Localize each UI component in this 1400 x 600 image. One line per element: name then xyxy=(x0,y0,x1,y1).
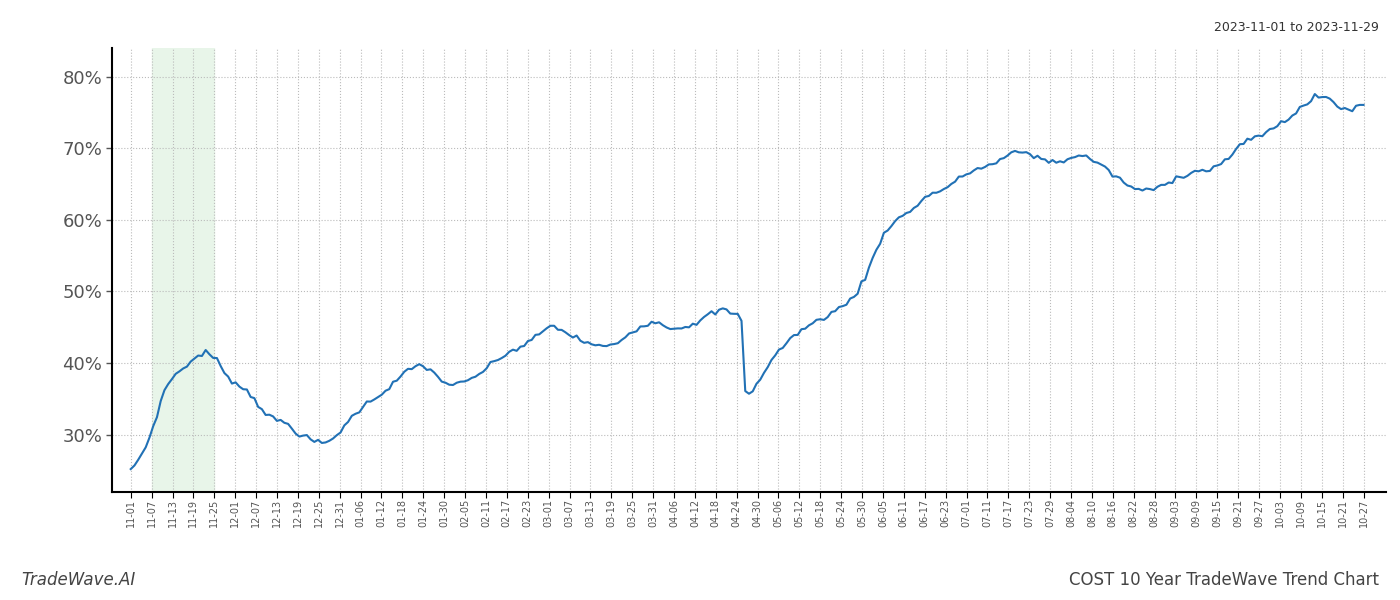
Text: COST 10 Year TradeWave Trend Chart: COST 10 Year TradeWave Trend Chart xyxy=(1070,571,1379,589)
Text: TradeWave.AI: TradeWave.AI xyxy=(21,571,136,589)
Text: 2023-11-01 to 2023-11-29: 2023-11-01 to 2023-11-29 xyxy=(1214,21,1379,34)
Bar xyxy=(151,48,214,492)
